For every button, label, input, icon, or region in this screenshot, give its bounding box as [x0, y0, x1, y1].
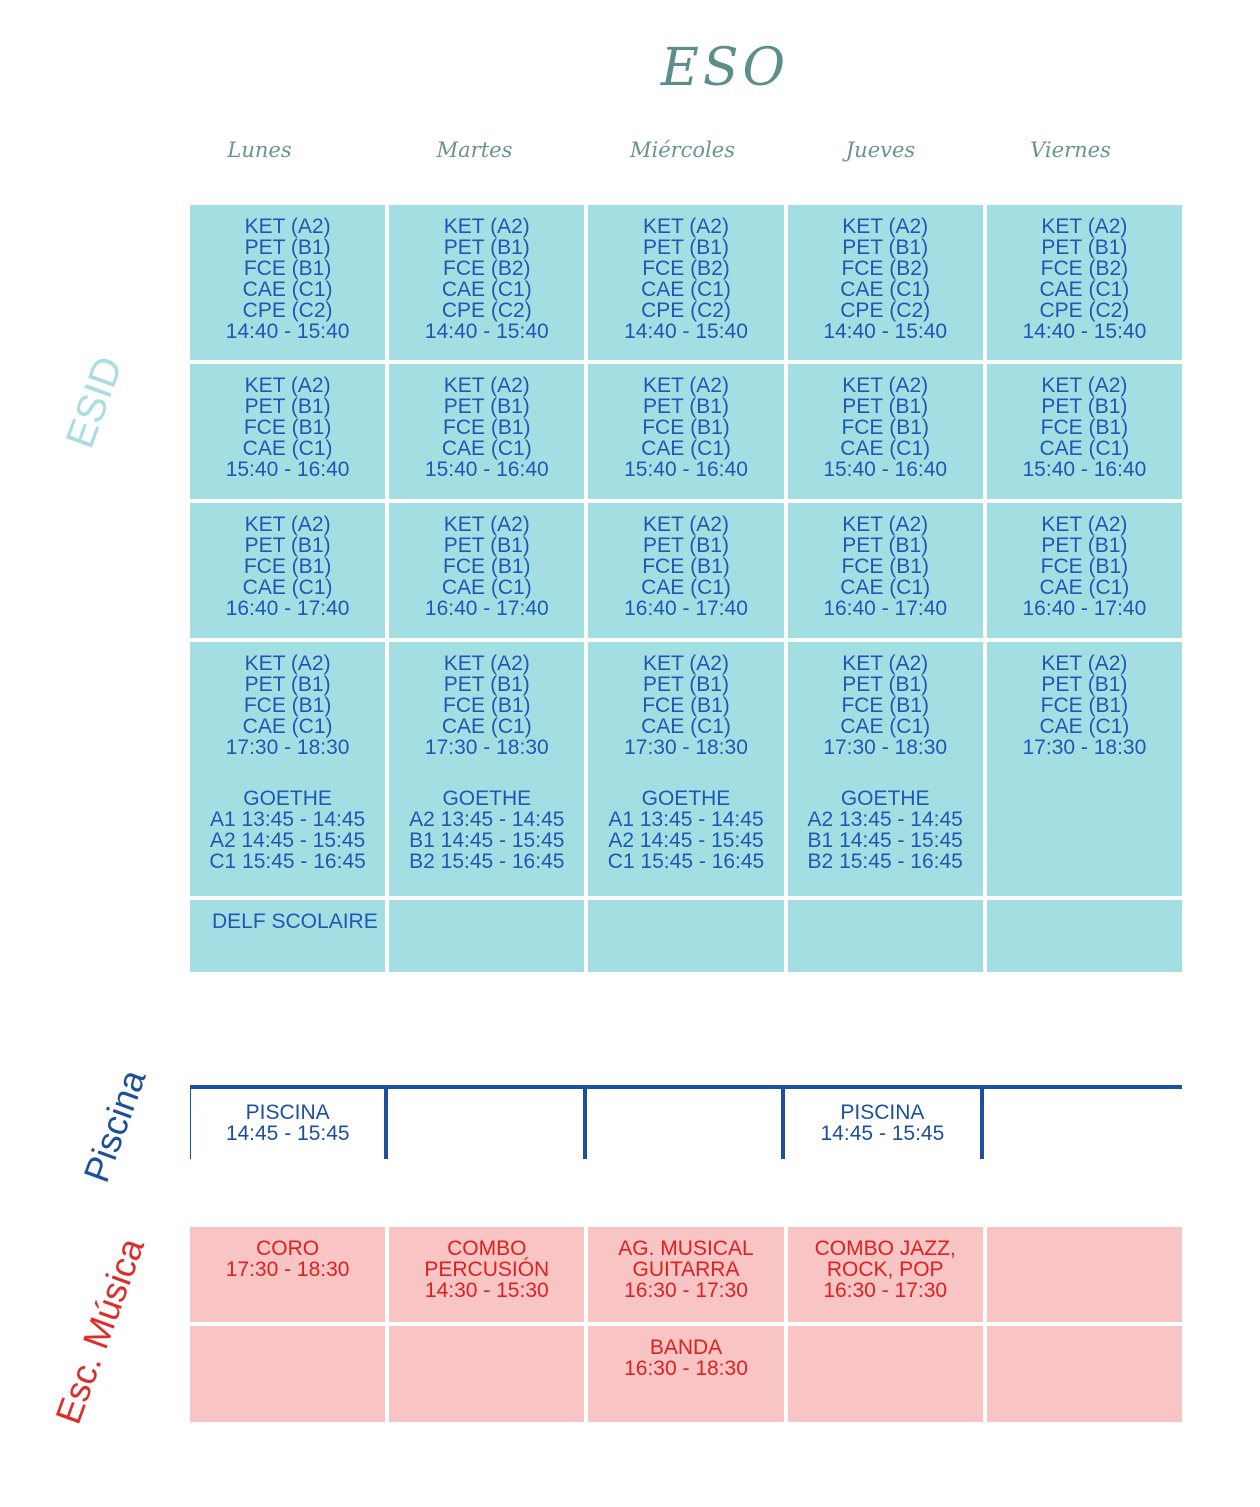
- esid-cell-goethe: GOETHE A2 13:45 - 14:45 B1 14:45 - 15:45…: [389, 777, 585, 896]
- musica-cell: [986, 1326, 1182, 1422]
- esid-cell: KET (A2) PET (B1) FCE (B1) CAE (C1) CPE …: [190, 205, 386, 360]
- section-label-piscina: Piscina: [75, 1064, 154, 1188]
- day-header-miercoles: Miércoles: [629, 138, 735, 162]
- esid-cell-goethe: GOETHE A2 13:45 - 14:45 B1 14:45 - 15:45…: [787, 777, 983, 896]
- esid-cell-goethe: GOETHE A1 13:45 - 14:45 A2 14:45 - 15:45…: [190, 777, 386, 896]
- piscina-cell: [388, 1089, 587, 1159]
- esid-schedule-grid: KET (A2) PET (B1) FCE (B1) CAE (C1) CPE …: [190, 205, 1182, 972]
- esid-cell: KET (A2) PET (B1) FCE (B1) CAE (C1) 17:3…: [986, 642, 1182, 777]
- musica-cell: COMBO JAZZ, ROCK, POP 16:30 - 17:30: [787, 1227, 983, 1322]
- esid-cell-delf: [787, 900, 983, 972]
- esid-cell: KET (A2) PET (B1) FCE (B1) CAE (C1) 15:4…: [588, 364, 784, 499]
- musica-cell: COMBO PERCUSIÓN 14:30 - 15:30: [389, 1227, 585, 1322]
- day-header-viernes: Viernes: [1030, 138, 1111, 162]
- musica-cell: [787, 1326, 983, 1422]
- esid-cell-delf: [389, 900, 585, 972]
- esid-cell: KET (A2) PET (B1) FCE (B1) CAE (C1) 17:3…: [588, 642, 784, 777]
- musica-cell: AG. MUSICAL GUITARRA 16:30 - 17:30: [588, 1227, 784, 1322]
- esid-cell: KET (A2) PET (B1) FCE (B1) CAE (C1) 16:4…: [389, 503, 585, 638]
- day-header-jueves: Jueves: [845, 138, 916, 162]
- esid-cell-delf: [588, 900, 784, 972]
- esid-cell: KET (A2) PET (B1) FCE (B1) CAE (C1) 15:4…: [787, 364, 983, 499]
- esid-cell: KET (A2) PET (B1) FCE (B1) CAE (C1) 17:3…: [787, 642, 983, 777]
- day-header-lunes: Lunes: [227, 138, 292, 162]
- section-label-esid: ESID: [57, 350, 132, 454]
- esid-cell: KET (A2) PET (B1) FCE (B1) CAE (C1) 16:4…: [588, 503, 784, 638]
- piscina-cell: [984, 1089, 1182, 1159]
- esid-cell: KET (A2) PET (B1) FCE (B2) CAE (C1) CPE …: [588, 205, 784, 360]
- piscina-cell: [587, 1089, 786, 1159]
- esid-cell: KET (A2) PET (B1) FCE (B1) CAE (C1) 15:4…: [389, 364, 585, 499]
- day-header-martes: Martes: [436, 138, 513, 162]
- musica-cell: [389, 1326, 585, 1422]
- esid-cell: KET (A2) PET (B1) FCE (B1) CAE (C1) 15:4…: [986, 364, 1182, 499]
- musica-cell: [986, 1227, 1182, 1322]
- section-label-musica: Esc. Música: [47, 1232, 152, 1430]
- musica-cell: CORO 17:30 - 18:30: [190, 1227, 386, 1322]
- piscina-cell: PISCINA 14:45 - 15:45: [190, 1089, 389, 1159]
- esid-cell: KET (A2) PET (B1) FCE (B1) CAE (C1) 16:4…: [190, 503, 386, 638]
- piscina-cell: PISCINA 14:45 - 15:45: [785, 1089, 984, 1159]
- esid-cell: KET (A2) PET (B1) FCE (B1) CAE (C1) 17:3…: [190, 642, 386, 777]
- musica-cell: [190, 1326, 386, 1422]
- esid-cell: KET (A2) PET (B1) FCE (B1) CAE (C1) 15:4…: [190, 364, 386, 499]
- musica-cell: BANDA 16:30 - 18:30: [588, 1326, 784, 1422]
- esid-cell-goethe: [986, 777, 1182, 896]
- esid-cell: KET (A2) PET (B1) FCE (B2) CAE (C1) CPE …: [787, 205, 983, 360]
- esid-cell: KET (A2) PET (B1) FCE (B1) CAE (C1) 17:3…: [389, 642, 585, 777]
- esid-cell: KET (A2) PET (B1) FCE (B1) CAE (C1) 16:4…: [986, 503, 1182, 638]
- musica-schedule-grid: CORO 17:30 - 18:30 COMBO PERCUSIÓN 14:30…: [190, 1227, 1182, 1422]
- piscina-schedule-row: PISCINA 14:45 - 15:45 PISCINA 14:45 - 15…: [190, 1085, 1182, 1159]
- esid-cell-goethe: GOETHE A1 13:45 - 14:45 A2 14:45 - 15:45…: [588, 777, 784, 896]
- page-title: ESO: [660, 38, 790, 98]
- esid-cell: KET (A2) PET (B1) FCE (B2) CAE (C1) CPE …: [389, 205, 585, 360]
- esid-cell-delf: DELF SCOLAIRE: [190, 900, 386, 972]
- esid-cell: KET (A2) PET (B1) FCE (B1) CAE (C1) 16:4…: [787, 503, 983, 638]
- esid-cell: KET (A2) PET (B1) FCE (B2) CAE (C1) CPE …: [986, 205, 1182, 360]
- esid-cell-delf: [986, 900, 1182, 972]
